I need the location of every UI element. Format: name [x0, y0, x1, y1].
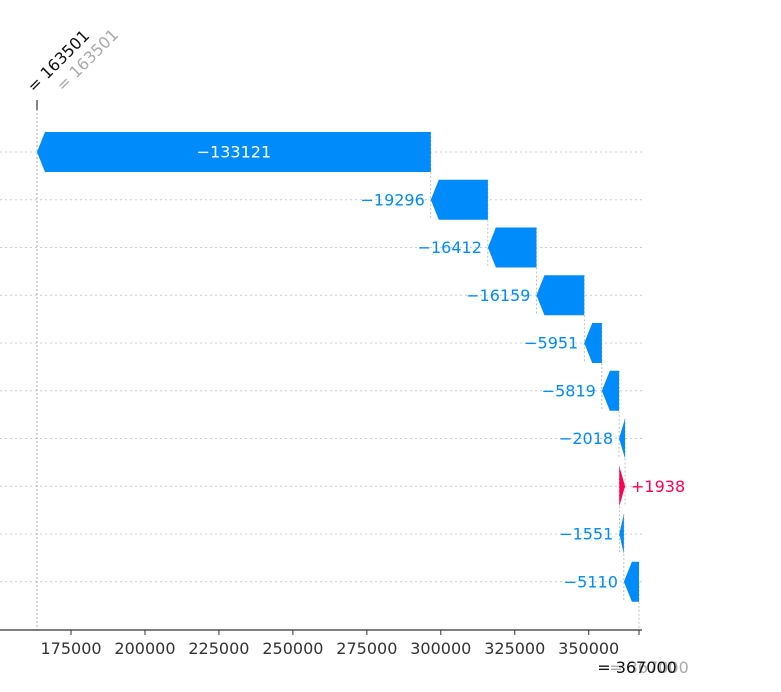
x-tick-label-7: 350000 [558, 639, 619, 658]
bar-1 [430, 179, 488, 220]
base-value-label: = 367000 [597, 658, 677, 677]
x-tick-label-2: 225000 [188, 639, 249, 658]
value-label-3: −16159 [466, 286, 530, 305]
x-tick-label-0: 175000 [40, 639, 101, 658]
value-label-7: +1938 [631, 477, 685, 496]
value-label-0: −133121 [197, 143, 271, 162]
x-tick-label-5: 300000 [410, 639, 471, 658]
bar-0 [37, 132, 431, 172]
bar-3 [536, 275, 585, 316]
bar-5 [601, 370, 620, 411]
x-tick-label-3: 250000 [262, 639, 323, 658]
value-label-4: −5951 [524, 334, 578, 353]
bar-6 [619, 418, 626, 459]
x-tick-label-4: 275000 [336, 639, 397, 658]
bar-layer [37, 132, 639, 602]
x-tick-label-1: 200000 [114, 639, 175, 658]
x-axis: 175000 200000 225000 250000 275000 300000 3250… [0, 629, 642, 658]
value-label-6: −2018 [559, 429, 613, 448]
value-label-5: −5819 [542, 381, 596, 400]
bar-2 [487, 227, 537, 268]
value-label-2: −16412 [418, 238, 482, 257]
bar-9 [623, 561, 639, 602]
connector-layer [36, 100, 640, 630]
value-label-9: −5110 [564, 572, 618, 591]
bar-8 [619, 514, 624, 554]
base-value-label-ghost: = 367000 [609, 658, 689, 677]
bar-4 [584, 323, 602, 363]
grid-layer [0, 151, 642, 583]
value-label-8: −1551 [559, 525, 613, 544]
bar-7 [619, 466, 626, 507]
x-tick-label-6: 325000 [484, 639, 545, 658]
value-label-1: −19296 [360, 190, 424, 209]
